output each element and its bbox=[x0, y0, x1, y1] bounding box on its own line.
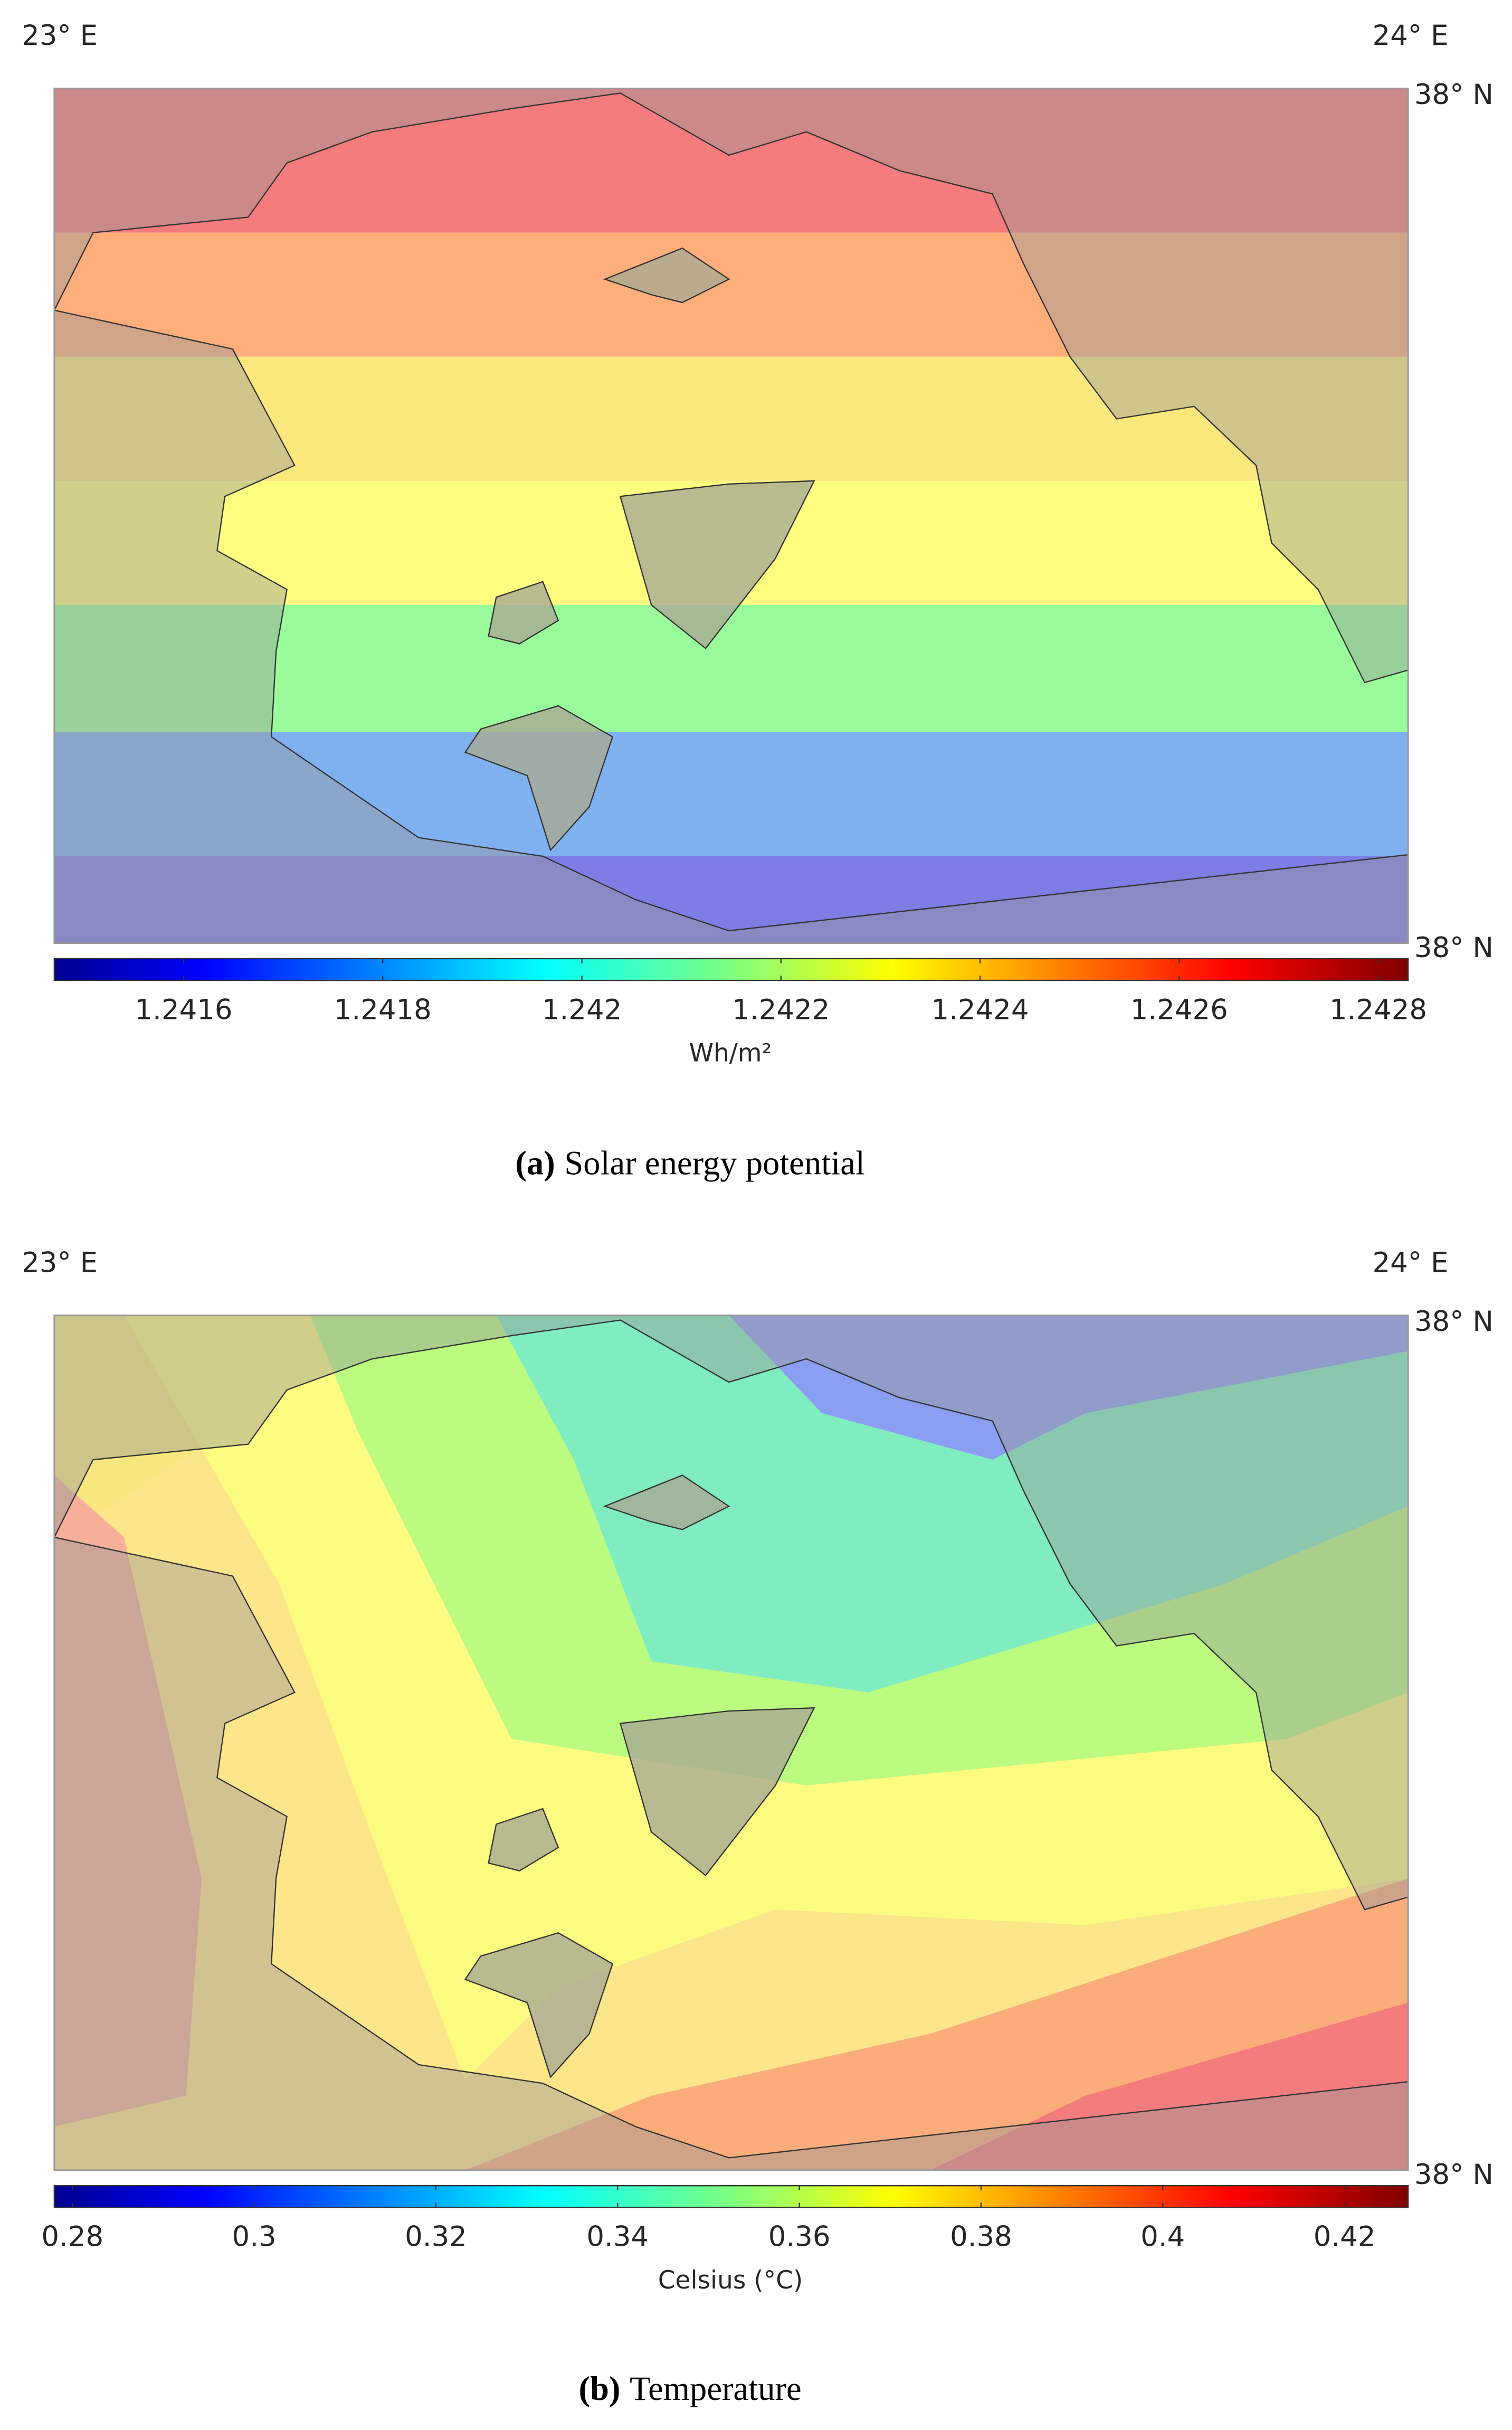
map-frame bbox=[53, 88, 1409, 944]
caption-label: (b) bbox=[579, 2369, 621, 2407]
colorbar-tick-label: 0.4 bbox=[1140, 2221, 1185, 2253]
sea-mask bbox=[54, 88, 1409, 943]
colorbar-tick-label: 1.2416 bbox=[135, 994, 233, 1026]
colorbar-tick-label: 1.2428 bbox=[1329, 994, 1427, 1026]
colorbar bbox=[53, 958, 1409, 981]
longitude-label: 23° E bbox=[22, 1246, 98, 1279]
island bbox=[619, 480, 815, 649]
latitude-label: 38° N bbox=[1414, 1306, 1494, 1338]
latitude-label: 38° N bbox=[1414, 79, 1494, 111]
latitude-label: 38° N bbox=[1414, 932, 1494, 964]
contour-band bbox=[54, 856, 1409, 943]
contour-band bbox=[54, 356, 1409, 481]
coastline bbox=[54, 92, 1409, 932]
longitude-label: 24° E bbox=[1373, 1246, 1449, 1279]
contour-band bbox=[54, 88, 1409, 233]
colorbar-tick-label: 1.2422 bbox=[732, 994, 830, 1026]
colorbar-tick-label: 0.32 bbox=[405, 2221, 467, 2253]
colorbar-tick-label: 1.2418 bbox=[334, 994, 432, 1026]
colorbar-tick-label: 1.242 bbox=[542, 994, 622, 1026]
colorbar-tick-label: 1.2424 bbox=[931, 994, 1029, 1026]
island bbox=[488, 1808, 559, 1871]
latitude-label: 38° N bbox=[1414, 2159, 1494, 2191]
caption: (b) Temperature bbox=[579, 2369, 802, 2407]
island bbox=[488, 581, 559, 645]
colorbar-tick-label: 0.28 bbox=[41, 2221, 103, 2253]
island bbox=[619, 1707, 815, 1877]
island bbox=[603, 247, 730, 304]
colorbar-tick-label: 0.42 bbox=[1314, 2221, 1376, 2253]
contour-band bbox=[54, 732, 1409, 856]
map: 23° E 24° E 38° N 38° N 1.2416 1.2418 1.242 1.2… bbox=[22, 20, 1494, 1181]
colorbar-label: Wh/m² bbox=[689, 1039, 772, 1068]
caption-label: (a) bbox=[515, 1144, 555, 1182]
colorbar-tick-label: 0.3 bbox=[232, 2221, 277, 2253]
contour bbox=[124, 1315, 1409, 2081]
colorbar-tick-label: 0.34 bbox=[586, 2221, 649, 2253]
contour bbox=[729, 1315, 1409, 1460]
contour-band bbox=[54, 232, 1409, 357]
colorbar-tick-label: 1.2426 bbox=[1130, 994, 1228, 1026]
caption-text: Solar energy potential bbox=[564, 1144, 865, 1182]
contour bbox=[930, 2002, 1409, 2170]
caption-text: Temperature bbox=[630, 2369, 802, 2407]
caption: (a) Solar energy potential bbox=[515, 1144, 865, 1182]
contour bbox=[496, 1315, 1409, 1693]
colorbar-tick-label: 0.38 bbox=[950, 2221, 1012, 2253]
island bbox=[464, 705, 614, 852]
colorbar-label: Celsius (°C) bbox=[658, 2266, 803, 2295]
map-field bbox=[54, 1315, 1409, 2170]
longitude-label: 24° E bbox=[1373, 20, 1449, 52]
map-field bbox=[54, 88, 1409, 943]
longitude-label: 23° E bbox=[22, 20, 98, 52]
coastline bbox=[54, 1319, 1409, 2159]
colorbar bbox=[53, 2185, 1409, 2208]
island bbox=[464, 1932, 614, 2078]
map: 23° E 24° E 38° N 38° N 0.28 0.3 0.32 0.34 0.36 0… bbox=[22, 1246, 1494, 2407]
contour bbox=[54, 1475, 202, 2127]
island bbox=[603, 1474, 730, 1530]
sea-mask bbox=[54, 1315, 1409, 2170]
colorbar-tick-label: 0.36 bbox=[768, 2221, 831, 2253]
map-frame bbox=[53, 1315, 1409, 2171]
